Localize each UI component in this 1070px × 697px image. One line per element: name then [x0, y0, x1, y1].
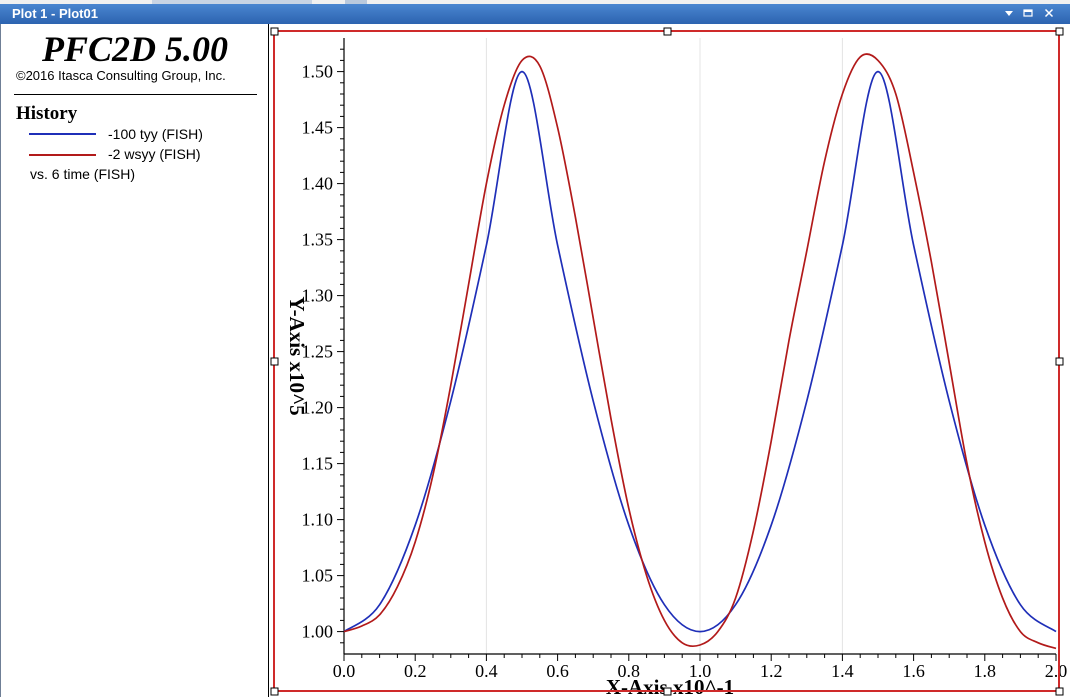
- history-heading: History: [16, 103, 78, 124]
- legend-series-line-tyy: [29, 133, 96, 135]
- resize-handle[interactable]: [663, 27, 672, 36]
- x-tick-label: 0.0: [333, 661, 356, 681]
- plot-selection-frame[interactable]: [273, 30, 1060, 692]
- y-tick-label: 1.25: [302, 342, 334, 362]
- restore-icon: [1023, 9, 1033, 17]
- product-title: PFC2D 5.00: [41, 29, 228, 69]
- resize-handle[interactable]: [1055, 687, 1064, 696]
- resize-handle[interactable]: [270, 357, 279, 366]
- y-tick-label: 1.35: [302, 230, 334, 250]
- grid-lines: [485, 38, 843, 654]
- x-tick-label: 0.6: [546, 661, 569, 681]
- legend-divider: [14, 94, 257, 95]
- window-restore-button[interactable]: [1021, 6, 1035, 20]
- x-tick-label: 1.4: [831, 661, 854, 681]
- x-tick-label: 2.0: [1045, 661, 1068, 681]
- x-tick-label: 1.2: [760, 661, 783, 681]
- resize-handle[interactable]: [1055, 27, 1064, 36]
- x-tick-label: 1.6: [902, 661, 925, 681]
- plot-window-content: PFC2D 5.00 ©2016 Itasca Consulting Group…: [0, 24, 1070, 697]
- legend-panel: PFC2D 5.00 ©2016 Itasca Consulting Group…: [2, 24, 268, 697]
- x-tick-label: 1.0: [689, 661, 712, 681]
- legend-series-label-tyy: -100 tyy (FISH): [108, 126, 203, 142]
- y-tick-label: 1.20: [302, 398, 334, 418]
- window-title: Plot 1 - Plot01: [12, 6, 98, 21]
- y-tick-label: 1.30: [302, 286, 334, 306]
- window-close-button[interactable]: [1042, 6, 1056, 20]
- x-tick-label: 0.4: [475, 661, 498, 681]
- y-axis-title: Y-Axis x10^5: [285, 296, 309, 415]
- y-tick-label: 1.10: [302, 510, 334, 530]
- resize-handle[interactable]: [270, 27, 279, 36]
- x-tick-label: 0.2: [404, 661, 427, 681]
- legend-vs-label: vs. 6 time (FISH): [30, 166, 136, 182]
- panel-divider: [268, 24, 269, 697]
- resize-handle[interactable]: [663, 687, 672, 696]
- series-line-wsyy: [343, 53, 1057, 650]
- x-tick-label: 0.8: [618, 661, 641, 681]
- y-tick-label: 1.15: [302, 454, 334, 474]
- y-tick-label: 1.45: [302, 118, 334, 138]
- top-strip-tab: [345, 0, 367, 4]
- resize-handles[interactable]: [270, 27, 1064, 696]
- chevron-down-icon: [1005, 11, 1013, 16]
- series-line-tyy: [343, 70, 1057, 633]
- legend-series-label-wsyy: -2 wsyy (FISH): [108, 146, 201, 162]
- top-strip-segment: [152, 0, 312, 4]
- resize-handle[interactable]: [270, 687, 279, 696]
- history-plot[interactable]: 0.0 0.2 0.4 0.6 0.8 1.0 1.2 1.4 1.6 1.8 2.0 1.00 1.0…: [0, 24, 1070, 697]
- y-tick-label: 1.05: [302, 566, 334, 586]
- copyright-text: ©2016 Itasca Consulting Group, Inc.: [16, 68, 226, 83]
- axis-ticks: 0.0 0.2 0.4 0.6 0.8 1.0 1.2 1.4 1.6 1.8 2.0 1.00 1.0…: [302, 48, 1068, 681]
- legend-series-line-wsyy: [29, 154, 96, 156]
- plot-series: [343, 53, 1057, 650]
- window-menu-button[interactable]: [1002, 6, 1016, 20]
- y-tick-label: 1.00: [302, 622, 334, 642]
- window-titlebar[interactable]: Plot 1 - Plot01: [0, 4, 1070, 24]
- top-strip: [0, 0, 1070, 4]
- y-tick-label: 1.50: [302, 62, 334, 82]
- x-tick-label: 1.8: [974, 661, 997, 681]
- resize-handle[interactable]: [1055, 357, 1064, 366]
- y-tick-label: 1.40: [302, 174, 334, 194]
- close-icon: [1044, 8, 1054, 18]
